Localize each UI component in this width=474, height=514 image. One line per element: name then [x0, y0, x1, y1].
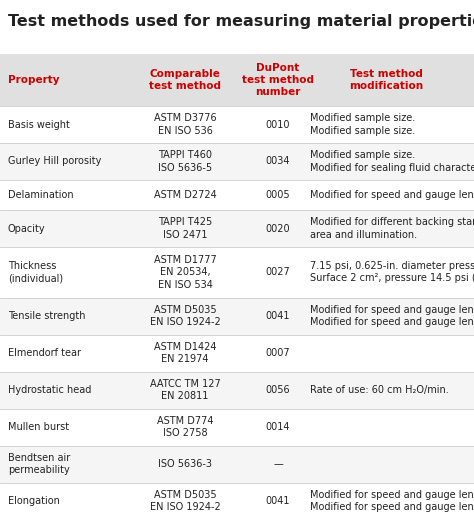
Text: Modified sample size.
Modified for sealing fluid characteristics: Modified sample size. Modified for seali… — [310, 150, 474, 173]
Text: ASTM D774
ISO 2758: ASTM D774 ISO 2758 — [157, 416, 213, 438]
Text: ASTM D5035
EN ISO 1924-2: ASTM D5035 EN ISO 1924-2 — [150, 490, 220, 512]
Bar — [0, 409, 474, 446]
Text: AATCC TM 127
EN 20811: AATCC TM 127 EN 20811 — [150, 379, 220, 401]
Text: ASTM D5035
EN ISO 1924-2: ASTM D5035 EN ISO 1924-2 — [150, 305, 220, 327]
Text: ISO 5636-3: ISO 5636-3 — [158, 459, 212, 469]
Text: 0005: 0005 — [266, 190, 290, 200]
Bar — [0, 54, 474, 106]
Text: Rate of use: 60 cm H₂O/min.: Rate of use: 60 cm H₂O/min. — [310, 385, 449, 395]
Text: —: — — [273, 459, 283, 469]
Text: Elmendorf tear: Elmendorf tear — [8, 348, 81, 358]
Text: ASTM D3776
EN ISO 536: ASTM D3776 EN ISO 536 — [154, 113, 216, 136]
Text: TAPPI T425
ISO 2471: TAPPI T425 ISO 2471 — [158, 217, 212, 240]
Text: ASTM D1777
EN 20534,
EN ISO 534: ASTM D1777 EN 20534, EN ISO 534 — [154, 255, 216, 290]
Text: Test method
modification: Test method modification — [349, 69, 423, 91]
Text: Test methods used for measuring material properties: Test methods used for measuring material… — [8, 14, 474, 29]
Bar — [0, 210, 474, 247]
Text: Thickness
(individual): Thickness (individual) — [8, 261, 63, 283]
Bar — [0, 446, 474, 483]
Text: 7.15 psi, 0.625-in. diameter presser foot.
Surface 2 cm², pressure 14.5 psi (100: 7.15 psi, 0.625-in. diameter presser foo… — [310, 261, 474, 283]
Bar — [0, 335, 474, 372]
Bar — [0, 106, 474, 143]
Text: Basis weight: Basis weight — [8, 119, 70, 130]
Text: Gurley Hill porosity: Gurley Hill porosity — [8, 156, 101, 167]
Bar — [0, 247, 474, 298]
Text: Comparable
test method: Comparable test method — [149, 69, 221, 91]
Bar — [0, 483, 474, 514]
Text: Modified for speed and gauge length.: Modified for speed and gauge length. — [310, 190, 474, 200]
Text: Property: Property — [8, 75, 60, 85]
Text: ASTM D2724: ASTM D2724 — [154, 190, 216, 200]
Text: 0041: 0041 — [266, 496, 290, 506]
Text: 0027: 0027 — [265, 267, 291, 277]
Text: Tensile strength: Tensile strength — [8, 311, 85, 321]
Text: 0034: 0034 — [266, 156, 290, 167]
Text: Modified for speed and gauge length.
Modified for speed and gauge length.: Modified for speed and gauge length. Mod… — [310, 305, 474, 327]
Text: Modified for speed and gauge length.
Modified for speed and gauge length.: Modified for speed and gauge length. Mod… — [310, 490, 474, 512]
Bar — [0, 143, 474, 180]
Text: Modified sample size.
Modified sample size.: Modified sample size. Modified sample si… — [310, 113, 415, 136]
Text: ASTM D1424
EN 21974: ASTM D1424 EN 21974 — [154, 342, 216, 364]
Bar — [0, 180, 474, 210]
Text: Elongation: Elongation — [8, 496, 60, 506]
Text: Mullen burst: Mullen burst — [8, 422, 69, 432]
Text: 0007: 0007 — [266, 348, 290, 358]
Text: Bendtsen air
permeability: Bendtsen air permeability — [8, 453, 70, 475]
Text: Modified for different backing standards,
area and illumination.: Modified for different backing standards… — [310, 217, 474, 240]
Text: Opacity: Opacity — [8, 224, 46, 233]
Text: Delamination: Delamination — [8, 190, 73, 200]
Text: 0020: 0020 — [266, 224, 290, 233]
Text: 0041: 0041 — [266, 311, 290, 321]
Bar — [0, 298, 474, 335]
Text: Hydrostatic head: Hydrostatic head — [8, 385, 91, 395]
Bar — [0, 372, 474, 409]
Text: 0014: 0014 — [266, 422, 290, 432]
Text: 0010: 0010 — [266, 119, 290, 130]
Text: TAPPI T460
ISO 5636-5: TAPPI T460 ISO 5636-5 — [158, 150, 212, 173]
Text: 0056: 0056 — [266, 385, 290, 395]
Text: DuPont
test method
number: DuPont test method number — [242, 63, 314, 97]
